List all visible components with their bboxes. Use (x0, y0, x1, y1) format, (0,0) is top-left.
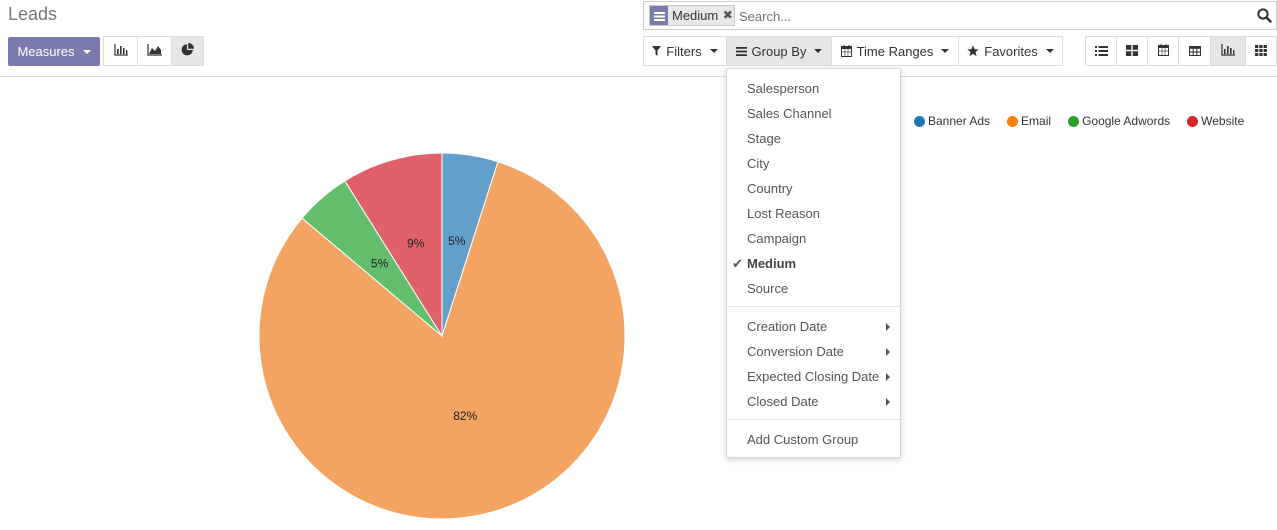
legend-label: Email (1021, 114, 1052, 128)
remove-facet-icon[interactable]: ✖ (722, 8, 733, 22)
group-by-option-campaign[interactable]: Campaign (747, 231, 807, 246)
measures-label: Measures (17, 44, 75, 59)
search-icon[interactable] (1257, 8, 1272, 26)
search-bar: Medium ✖ (643, 1, 1277, 30)
legend-item-email[interactable]: Email (1007, 114, 1051, 128)
control-panel-divider (0, 76, 1277, 77)
menu-divider (727, 419, 900, 420)
menu-divider (727, 306, 900, 307)
kanban-view-button[interactable] (1116, 36, 1148, 66)
grid-icon (1255, 44, 1267, 59)
list-icon (1094, 44, 1108, 59)
time-ranges-button[interactable]: Time Ranges (831, 36, 959, 66)
slice-label: 5% (448, 234, 466, 248)
group-by-option-expected-closing-date[interactable]: Expected Closing Date (727, 364, 900, 389)
group-by-option-label: Medium (747, 256, 797, 271)
group-by-option-source[interactable]: Source (747, 281, 789, 296)
calendar-icon (1157, 43, 1169, 59)
measures-button[interactable]: Measures (8, 37, 100, 66)
group-by-option-sales-channel[interactable]: Sales Channel (747, 106, 832, 121)
bars-icon (735, 46, 747, 56)
filters-label: Filters (666, 43, 702, 59)
pie-chart-icon (181, 43, 194, 59)
group-by-option-country[interactable]: Country (747, 181, 793, 196)
pie-slice-email[interactable] (258, 161, 626, 520)
legend-label: Google Adwords (1082, 114, 1171, 128)
bar-chart-icon (1221, 43, 1235, 59)
caret-down-icon (941, 49, 950, 53)
calendar-icon (840, 45, 852, 57)
check-icon: ✔ (732, 256, 743, 271)
legend-item-website[interactable]: Website (1187, 114, 1244, 128)
search-input[interactable] (739, 6, 1239, 26)
group-by-option-stage[interactable]: Stage (747, 131, 781, 146)
legend-item-banner-ads[interactable]: Banner Ads (914, 114, 990, 128)
slice-label: 5% (371, 256, 389, 270)
group-by-option-label: Creation Date (747, 319, 828, 334)
group-by-button[interactable]: Group By (726, 36, 832, 66)
caret-down-icon (82, 49, 91, 54)
group-by-option-salesperson[interactable]: Salesperson (747, 81, 820, 96)
pie-slice-website[interactable] (344, 152, 443, 338)
caret-down-icon (814, 49, 823, 53)
caret-right-icon (886, 323, 890, 331)
slice-label: 82% (453, 409, 477, 423)
time-ranges-label: Time Ranges (856, 43, 934, 59)
search-facet: Medium ✖ (649, 5, 736, 26)
line-chart-button[interactable] (137, 36, 172, 66)
graph-view-button[interactable] (1210, 36, 1246, 66)
kanban-icon (1126, 44, 1138, 59)
legend-label: Banner Ads (928, 114, 991, 128)
area-chart-icon (147, 43, 162, 59)
caret-down-icon (709, 49, 718, 53)
filter-icon (652, 46, 662, 56)
group-by-option-label: Closed Date (747, 394, 819, 409)
caret-right-icon (886, 373, 890, 381)
caret-right-icon (886, 348, 890, 356)
group-by-option-city[interactable]: City (747, 156, 770, 171)
group-by-option-lost-reason[interactable]: Lost Reason (747, 206, 820, 221)
cohort-view-button[interactable] (1245, 36, 1277, 66)
favorites-button[interactable]: Favorites (958, 36, 1063, 66)
legend-dot (914, 115, 925, 127)
filters-button[interactable]: Filters (643, 36, 727, 66)
add-custom-group-option[interactable]: Add Custom Group (747, 432, 859, 447)
legend-label: Website (1201, 114, 1245, 128)
pie-chart: 5% 82% 5% 9% (258, 152, 626, 520)
caret-right-icon (886, 398, 890, 406)
search-facet-label: Medium (672, 8, 719, 23)
group-by-option-conversion-date[interactable]: Conversion Date (727, 339, 900, 364)
calendar-view-button[interactable] (1147, 36, 1179, 66)
group-by-option-creation-date[interactable]: Creation Date (727, 314, 900, 339)
caret-down-icon (1045, 49, 1054, 53)
star-icon (967, 45, 979, 57)
chart-legend: Banner Ads Email Google Adwords Website (914, 114, 1261, 128)
page-title: Leads (8, 4, 58, 24)
pie-chart-button[interactable] (171, 36, 204, 66)
legend-item-google-adwords[interactable]: Google Adwords (1068, 114, 1170, 128)
bar-chart-button[interactable] (103, 36, 138, 66)
favorites-label: Favorites (984, 43, 1038, 59)
group-by-option-label: Expected Closing Date (747, 369, 880, 384)
group-by-icon (650, 6, 668, 25)
list-view-button[interactable] (1085, 36, 1117, 66)
group-by-option-closed-date[interactable]: Closed Date (727, 389, 900, 414)
bar-chart-icon (113, 43, 128, 59)
table-icon (1188, 44, 1201, 59)
legend-dot (1068, 115, 1080, 127)
legend-dot (1187, 115, 1199, 127)
group-by-dropdown: Salesperson Sales Channel Stage City Cou… (726, 68, 901, 458)
slice-label: 9% (407, 237, 425, 251)
group-by-label: Group By (751, 43, 807, 59)
group-by-option-label: Conversion Date (747, 344, 844, 359)
pivot-view-button[interactable] (1178, 36, 1211, 66)
group-by-option-medium[interactable]: ✔ Medium (727, 251, 900, 276)
legend-dot (1007, 115, 1019, 127)
